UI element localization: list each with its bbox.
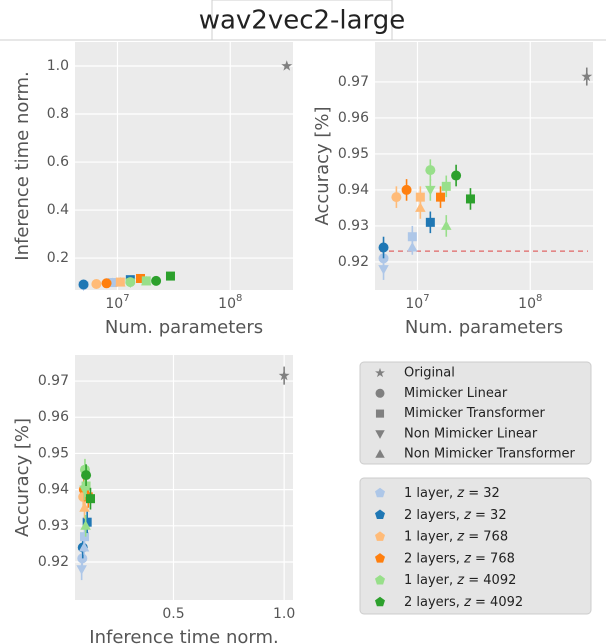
legend-marker — [375, 430, 385, 439]
x-axis-label: Num. parameters — [405, 317, 563, 338]
legend-marker — [375, 449, 385, 458]
point — [378, 242, 389, 253]
legend-label: Non Mimicker Linear — [404, 426, 538, 441]
point — [78, 279, 89, 290]
point — [76, 565, 87, 575]
point — [391, 192, 402, 203]
x-tick-label: 107 — [105, 293, 129, 312]
x-tick-label: 108 — [218, 293, 242, 312]
point — [401, 184, 412, 195]
legend-swatch — [375, 553, 385, 563]
point — [436, 192, 446, 202]
y-tick-label: 0.8 — [47, 106, 69, 122]
point — [441, 220, 452, 230]
point — [407, 242, 418, 252]
point — [581, 70, 593, 82]
legend-swatch — [375, 509, 385, 520]
point — [378, 265, 389, 275]
point — [465, 194, 475, 204]
point — [81, 470, 92, 481]
point — [80, 520, 91, 530]
y-axis-label: Accuracy [%] — [12, 418, 33, 537]
legend-swatch — [375, 487, 385, 498]
point — [125, 278, 136, 289]
y-tick-label: 0.92 — [338, 254, 369, 270]
point — [115, 277, 126, 287]
y-tick-label: 0.93 — [338, 218, 369, 234]
legend-label: Mimicker Linear — [404, 386, 508, 401]
legend-label: 2 layers, z = 768 — [404, 551, 515, 566]
y-tick-label: 0.97 — [338, 74, 369, 90]
point — [425, 217, 435, 227]
plot-area — [75, 42, 293, 290]
y-tick-label: 0.4 — [47, 202, 69, 218]
y-tick-label: 0.2 — [47, 250, 69, 266]
point — [136, 273, 146, 283]
legend-marker — [375, 388, 385, 398]
x-tick-label: 1.0 — [273, 606, 295, 622]
legend-swatch — [375, 596, 385, 607]
legend-label: 1 layer, z = 768 — [404, 529, 508, 544]
point — [78, 542, 90, 552]
point — [281, 60, 293, 71]
legend-marker — [375, 367, 385, 378]
x-tick-label: 0.5 — [162, 606, 184, 622]
point — [407, 232, 417, 242]
y-tick-label: 0.96 — [38, 409, 69, 425]
y-tick-label: 0.92 — [38, 554, 69, 570]
plot-area — [375, 42, 593, 290]
legend-swatch — [375, 531, 385, 541]
point — [91, 278, 102, 289]
y-tick-label: 1.0 — [47, 58, 69, 74]
point — [441, 181, 451, 191]
x-axis-label: Num. parameters — [105, 317, 263, 338]
point — [82, 517, 92, 527]
point — [141, 275, 152, 286]
legend-colors-box — [359, 477, 592, 615]
y-tick-label: 0.95 — [38, 445, 69, 461]
point — [278, 369, 290, 381]
legend-label: 1 layer, z = 4092 — [404, 573, 516, 588]
legend-label: 1 layer, z = 32 — [404, 486, 500, 501]
legend-label: Non Mimicker Transformer — [404, 447, 576, 462]
y-tick-label: 0.95 — [338, 146, 369, 162]
legend-label: Mimicker Transformer — [404, 406, 545, 421]
y-tick-label: 0.6 — [47, 154, 69, 170]
x-tick-label: 108 — [518, 293, 542, 312]
legend-markers-box — [359, 361, 592, 465]
legend-label: Original — [404, 366, 455, 381]
legend-label: 2 layers, z = 32 — [404, 507, 507, 522]
y-tick-label: 0.94 — [38, 482, 69, 498]
y-axis-label: Inference time norm. — [12, 71, 33, 260]
legend-label: 2 layers, z = 4092 — [404, 595, 523, 610]
y-tick-label: 0.97 — [38, 373, 69, 389]
point — [415, 202, 426, 212]
title: wav2vec2-large — [199, 6, 406, 36]
y-axis-label: Accuracy [%] — [312, 106, 333, 225]
point — [451, 170, 462, 181]
point — [425, 165, 436, 176]
point — [79, 502, 90, 512]
plot-area — [75, 355, 293, 600]
x-axis-label: Inference time norm. — [89, 627, 278, 644]
y-tick-label: 0.94 — [338, 182, 369, 198]
point — [425, 185, 436, 196]
y-tick-label: 0.96 — [338, 110, 369, 126]
point — [80, 532, 90, 542]
title-box — [211, 0, 393, 41]
y-tick-label: 0.93 — [38, 518, 69, 534]
legend-swatch — [375, 574, 385, 585]
point — [165, 271, 175, 281]
point — [101, 278, 112, 289]
point — [85, 494, 95, 504]
point — [151, 275, 162, 286]
legend-marker — [375, 409, 385, 418]
x-tick-label: 107 — [405, 293, 429, 312]
